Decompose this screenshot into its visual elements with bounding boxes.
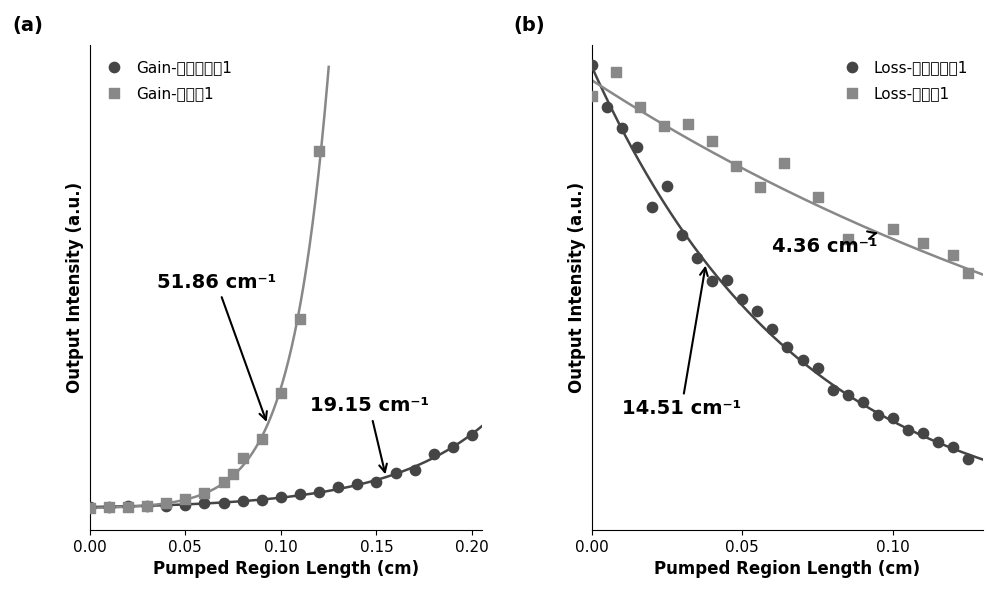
Loss-对比实施例1 (719, 275, 735, 284)
Gain-对比实施例1 (426, 449, 442, 459)
X-axis label: Pumped Region Length (cm): Pumped Region Length (cm) (153, 560, 419, 578)
Gain-实施例1 (225, 469, 241, 479)
Loss-对比实施例1 (915, 429, 931, 439)
Loss-对比实施例1 (674, 231, 690, 240)
Loss-实施例1 (680, 119, 696, 129)
Gain-实施例1 (292, 314, 308, 324)
Loss-对比实施例1 (689, 253, 705, 262)
Loss-对比实施例1 (704, 277, 720, 286)
Loss-实施例1 (960, 268, 976, 278)
Gain-实施例1 (120, 502, 136, 512)
Loss-对比实施例1 (870, 411, 886, 420)
Gain-对比实施例1 (330, 483, 346, 492)
Loss-实施例1 (945, 250, 961, 259)
Loss-对比实施例1 (659, 181, 675, 190)
Y-axis label: Output Intensity (a.u.): Output Intensity (a.u.) (568, 182, 586, 393)
Gain-实施例1 (273, 388, 289, 397)
Text: 4.36 cm⁻¹: 4.36 cm⁻¹ (772, 231, 878, 256)
X-axis label: Pumped Region Length (cm): Pumped Region Length (cm) (654, 560, 921, 578)
Gain-对比实施例1 (388, 468, 404, 478)
Gain-实施例1 (177, 494, 193, 504)
Text: 51.86 cm⁻¹: 51.86 cm⁻¹ (157, 273, 276, 420)
Loss-实施例1 (752, 182, 768, 192)
Loss-对比实施例1 (644, 203, 660, 212)
Gain-对比实施例1 (349, 480, 365, 489)
Gain-实施例1 (158, 499, 174, 508)
Gain-实施例1 (216, 478, 232, 487)
Text: (b): (b) (513, 16, 545, 35)
Gain-对比实施例1 (311, 488, 327, 497)
Legend: Loss-对比实施例1, Loss-实施例1: Loss-对比实施例1, Loss-实施例1 (835, 52, 976, 108)
Loss-对比实施例1 (810, 363, 826, 372)
Y-axis label: Output Intensity (a.u.): Output Intensity (a.u.) (66, 182, 84, 393)
Gain-对比实施例1 (445, 443, 461, 452)
Loss-对比实施例1 (945, 443, 961, 452)
Gain-对比实施例1 (254, 496, 270, 505)
Gain-对比实施例1 (158, 501, 174, 511)
Loss-实施例1 (656, 121, 672, 131)
Loss-对比实施例1 (764, 324, 780, 334)
Loss-实施例1 (840, 234, 856, 244)
Gain-对比实施例1 (273, 492, 289, 502)
Loss-对比实施例1 (584, 60, 600, 70)
Legend: Gain-对比实施例1, Gain-实施例1: Gain-对比实施例1, Gain-实施例1 (97, 52, 239, 108)
Gain-实施例1 (82, 503, 98, 513)
Loss-对比实施例1 (599, 102, 615, 111)
Loss-对比实施例1 (930, 437, 946, 447)
Gain-对比实施例1 (216, 498, 232, 508)
Gain-实施例1 (101, 503, 117, 512)
Loss-对比实施例1 (855, 397, 871, 407)
Loss-对比实施例1 (614, 123, 630, 133)
Gain-实施例1 (254, 434, 270, 444)
Loss-对比实施例1 (749, 306, 765, 315)
Gain-实施例1 (235, 454, 251, 464)
Loss-实施例1 (885, 224, 901, 234)
Loss-对比实施例1 (900, 425, 916, 435)
Gain-对比实施例1 (235, 496, 251, 506)
Gain-对比实施例1 (139, 501, 155, 511)
Gain-对比实施例1 (407, 465, 423, 475)
Loss-对比实施例1 (825, 385, 841, 394)
Text: (a): (a) (12, 16, 43, 35)
Gain-对比实施例1 (292, 490, 308, 499)
Loss-实施例1 (632, 102, 648, 112)
Gain-对比实施例1 (196, 499, 212, 508)
Gain-实施例1 (311, 146, 327, 156)
Gain-对比实施例1 (177, 500, 193, 509)
Loss-实施例1 (728, 161, 744, 170)
Loss-对比实施例1 (840, 390, 856, 400)
Loss-对比实施例1 (885, 414, 901, 423)
Gain-对比实施例1 (82, 502, 98, 512)
Loss-对比实施例1 (960, 454, 976, 464)
Text: 14.51 cm⁻¹: 14.51 cm⁻¹ (622, 268, 741, 418)
Text: 19.15 cm⁻¹: 19.15 cm⁻¹ (310, 396, 429, 472)
Loss-实施例1 (776, 158, 792, 168)
Loss-实施例1 (584, 91, 600, 101)
Gain-对比实施例1 (120, 502, 136, 511)
Loss-对比实施例1 (629, 142, 645, 151)
Loss-实施例1 (810, 192, 826, 201)
Loss-实施例1 (608, 67, 624, 77)
Gain-对比实施例1 (464, 430, 480, 440)
Loss-对比实施例1 (795, 355, 811, 365)
Loss-对比实施例1 (779, 343, 795, 352)
Gain-对比实施例1 (101, 502, 117, 512)
Loss-实施例1 (704, 136, 720, 145)
Loss-实施例1 (915, 238, 931, 248)
Gain-对比实施例1 (368, 477, 384, 487)
Gain-实施例1 (139, 501, 155, 511)
Loss-对比实施例1 (734, 295, 750, 304)
Gain-实施例1 (196, 488, 212, 498)
